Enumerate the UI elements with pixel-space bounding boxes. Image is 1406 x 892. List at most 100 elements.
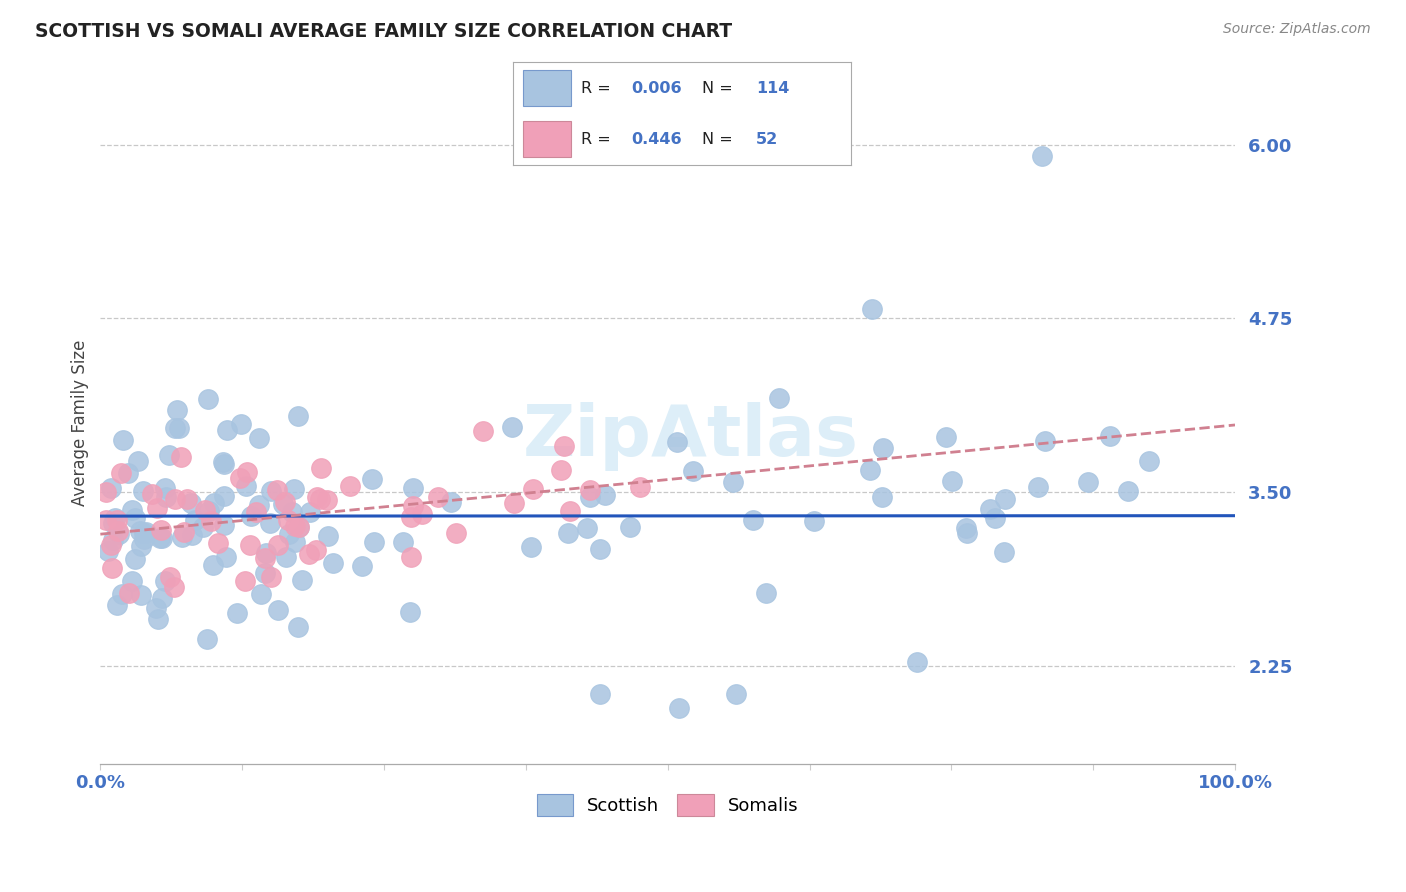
Point bbox=[235, 479, 257, 493]
Point bbox=[291, 573, 314, 587]
Point bbox=[197, 392, 219, 406]
Point bbox=[360, 472, 382, 486]
Point bbox=[97, 544, 120, 558]
Point bbox=[281, 505, 304, 519]
Point bbox=[141, 487, 163, 501]
Point bbox=[682, 464, 704, 478]
Point bbox=[148, 611, 170, 625]
Point bbox=[287, 519, 309, 533]
Point bbox=[859, 463, 882, 477]
Point bbox=[194, 503, 217, 517]
Text: Source: ZipAtlas.com: Source: ZipAtlas.com bbox=[1223, 22, 1371, 37]
Point bbox=[259, 570, 281, 584]
Point bbox=[1033, 434, 1056, 448]
Point bbox=[741, 513, 763, 527]
Point bbox=[273, 497, 295, 511]
Point bbox=[520, 541, 543, 555]
Point bbox=[287, 620, 309, 634]
Point bbox=[152, 531, 174, 545]
Point bbox=[993, 545, 1015, 559]
Point bbox=[593, 488, 616, 502]
Point bbox=[211, 455, 233, 469]
Point bbox=[166, 403, 188, 417]
Point bbox=[212, 517, 235, 532]
Point bbox=[955, 521, 977, 535]
Legend: Scottish, Somalis: Scottish, Somalis bbox=[530, 787, 806, 823]
Point bbox=[259, 516, 281, 530]
Point bbox=[132, 525, 155, 540]
Point bbox=[277, 527, 299, 541]
Point bbox=[100, 561, 122, 575]
Point bbox=[181, 528, 204, 542]
Point bbox=[558, 504, 581, 518]
Point bbox=[1031, 149, 1053, 163]
Point bbox=[1137, 454, 1160, 468]
Point bbox=[250, 587, 273, 601]
Point bbox=[503, 496, 526, 510]
Point bbox=[309, 461, 332, 475]
Point bbox=[308, 492, 330, 507]
Point bbox=[260, 483, 283, 498]
Point bbox=[150, 523, 173, 537]
Point bbox=[266, 538, 288, 552]
Point bbox=[316, 529, 339, 543]
Point bbox=[107, 526, 129, 541]
Point bbox=[666, 434, 689, 449]
Point bbox=[402, 500, 425, 514]
Point bbox=[100, 538, 122, 552]
Text: N =: N = bbox=[702, 132, 738, 147]
Point bbox=[905, 655, 928, 669]
Point bbox=[363, 534, 385, 549]
Point bbox=[101, 516, 124, 530]
Text: N =: N = bbox=[702, 80, 738, 95]
Point bbox=[173, 525, 195, 540]
Y-axis label: Average Family Size: Average Family Size bbox=[72, 340, 89, 506]
Point bbox=[276, 550, 298, 565]
Point bbox=[391, 535, 413, 549]
Point bbox=[233, 574, 256, 589]
Point bbox=[107, 524, 129, 538]
Point bbox=[155, 491, 177, 505]
Point bbox=[176, 492, 198, 507]
Point bbox=[322, 556, 344, 570]
Point bbox=[298, 505, 321, 519]
Point bbox=[153, 482, 176, 496]
Point bbox=[274, 495, 297, 509]
Point bbox=[127, 454, 149, 468]
Point bbox=[860, 301, 883, 316]
Text: ZipAtlas: ZipAtlas bbox=[523, 402, 859, 471]
Point bbox=[402, 482, 425, 496]
Text: SCOTTISH VS SOMALI AVERAGE FAMILY SIZE CORRELATION CHART: SCOTTISH VS SOMALI AVERAGE FAMILY SIZE C… bbox=[35, 22, 733, 41]
Point bbox=[212, 489, 235, 503]
Text: 0.006: 0.006 bbox=[631, 80, 682, 95]
Point bbox=[198, 504, 221, 518]
Point bbox=[399, 509, 422, 524]
Point bbox=[163, 580, 186, 594]
Point bbox=[101, 533, 124, 547]
Point bbox=[149, 531, 172, 545]
Point bbox=[118, 585, 141, 599]
Point bbox=[723, 475, 745, 489]
Point bbox=[157, 448, 180, 462]
Point bbox=[298, 547, 321, 561]
Point bbox=[724, 687, 747, 701]
Point bbox=[132, 484, 155, 499]
Point bbox=[124, 552, 146, 566]
Point bbox=[105, 513, 128, 527]
Point bbox=[440, 494, 463, 508]
Point bbox=[184, 513, 207, 527]
Point bbox=[121, 574, 143, 588]
Point bbox=[941, 474, 963, 488]
Point bbox=[253, 566, 276, 581]
Point bbox=[984, 510, 1007, 524]
Point bbox=[193, 520, 215, 534]
Text: R =: R = bbox=[581, 132, 616, 147]
Point bbox=[589, 541, 612, 556]
Point bbox=[579, 483, 602, 498]
Point bbox=[195, 632, 218, 646]
Point bbox=[305, 542, 328, 557]
Point bbox=[266, 483, 288, 497]
Point bbox=[225, 606, 247, 620]
Point bbox=[307, 491, 329, 505]
Point bbox=[588, 687, 610, 701]
